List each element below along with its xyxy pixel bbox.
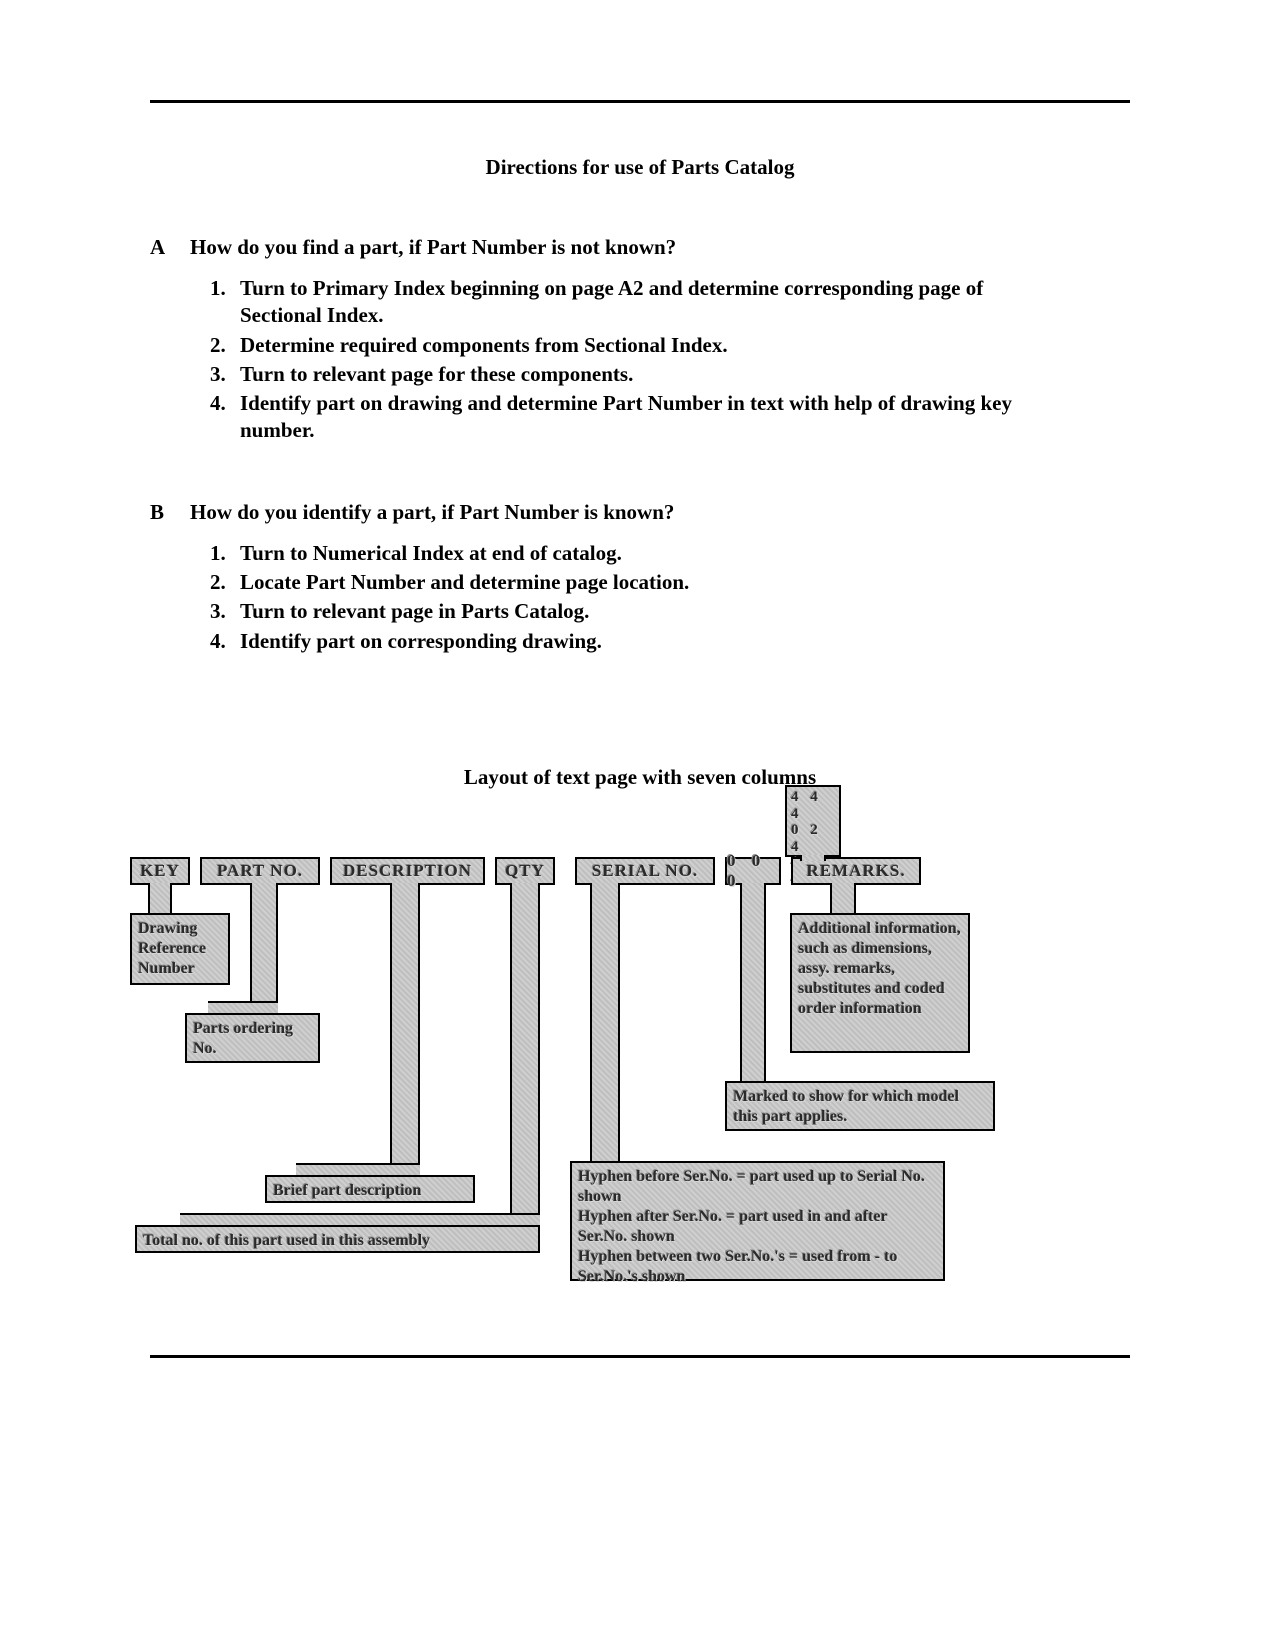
col-header-remarks: REMARKS.: [791, 857, 921, 885]
codes-row: 0 2 4: [791, 822, 835, 855]
callout-additional: Additional information, such as dimensio…: [790, 913, 970, 1053]
col-header-key: KEY: [130, 857, 190, 885]
col-header-qty: QTY: [495, 857, 555, 885]
list-item: 1.Turn to Primary Index beginning on pag…: [210, 275, 1060, 330]
list-text: Determine required components from Secti…: [240, 332, 1060, 359]
list-item: 3.Turn to relevant page in Parts Catalog…: [210, 598, 1060, 625]
section-b-letter: B: [150, 500, 190, 525]
list-text: Turn to Primary Index beginning on page …: [240, 275, 1060, 330]
model-codes-top: 4 4 4 0 2 4 4 4 4: [785, 785, 841, 857]
list-item: 3.Turn to relevant page for these compon…: [210, 361, 1060, 388]
section-b-list: 1.Turn to Numerical Index at end of cata…: [210, 540, 1060, 655]
col-header-partno: PART NO.: [200, 857, 320, 885]
list-item: 2.Locate Part Number and determine page …: [210, 569, 1060, 596]
list-text: Turn to Numerical Index at end of catalo…: [240, 540, 1060, 567]
connector: [390, 883, 420, 1173]
list-text: Turn to relevant page for these componen…: [240, 361, 1060, 388]
section-b-heading: B How do you identify a part, if Part Nu…: [150, 500, 1130, 525]
list-item: 2.Determine required components from Sec…: [210, 332, 1060, 359]
list-text: Locate Part Number and determine page lo…: [240, 569, 1060, 596]
callout-marked: Marked to show for which model this part…: [725, 1081, 995, 1131]
connector: [510, 883, 540, 1223]
list-text: Turn to relevant page in Parts Catalog.: [240, 598, 1060, 625]
section-a-letter: A: [150, 235, 190, 260]
col-header-desc: DESCRIPTION: [330, 857, 485, 885]
list-text: Identify part on corresponding drawing.: [240, 628, 1060, 655]
section-a-heading: A How do you find a part, if Part Number…: [150, 235, 1130, 260]
page-content: Directions for use of Parts Catalog A Ho…: [150, 100, 1130, 830]
section-a-list: 1.Turn to Primary Index beginning on pag…: [210, 275, 1060, 445]
page-title: Directions for use of Parts Catalog: [150, 155, 1130, 180]
callout-drawing-ref: Drawing Reference Number: [130, 913, 230, 985]
callout-total-no: Total no. of this part used in this asse…: [135, 1225, 540, 1253]
connector: [740, 883, 766, 1083]
bottom-rule: [150, 1355, 1130, 1358]
list-item: 4.Identify part on drawing and determine…: [210, 390, 1060, 445]
callout-serial-hyphen: Hyphen before Ser.No. = part used up to …: [570, 1161, 945, 1281]
connector: [148, 883, 172, 915]
col-header-codes: 0 0 0: [725, 857, 781, 885]
layout-diagram: 4 4 4 0 2 4 4 4 4 KEY PART NO. DESCRIPTI…: [130, 785, 1140, 1345]
list-item: 1.Turn to Numerical Index at end of cata…: [210, 540, 1060, 567]
list-item: 4.Identify part on corresponding drawing…: [210, 628, 1060, 655]
codes-row: 4 4 4: [791, 789, 835, 822]
callout-parts-ordering: Parts ordering No.: [185, 1013, 320, 1063]
section-a-question: How do you find a part, if Part Number i…: [190, 235, 676, 260]
section-b-question: How do you identify a part, if Part Numb…: [190, 500, 674, 525]
connector: [800, 855, 826, 861]
connector: [830, 883, 856, 915]
connector: [590, 883, 620, 1163]
col-header-serial: SERIAL NO.: [575, 857, 715, 885]
callout-brief-desc: Brief part description: [265, 1175, 475, 1203]
list-text: Identify part on drawing and determine P…: [240, 390, 1060, 445]
connector: [250, 883, 278, 1011]
